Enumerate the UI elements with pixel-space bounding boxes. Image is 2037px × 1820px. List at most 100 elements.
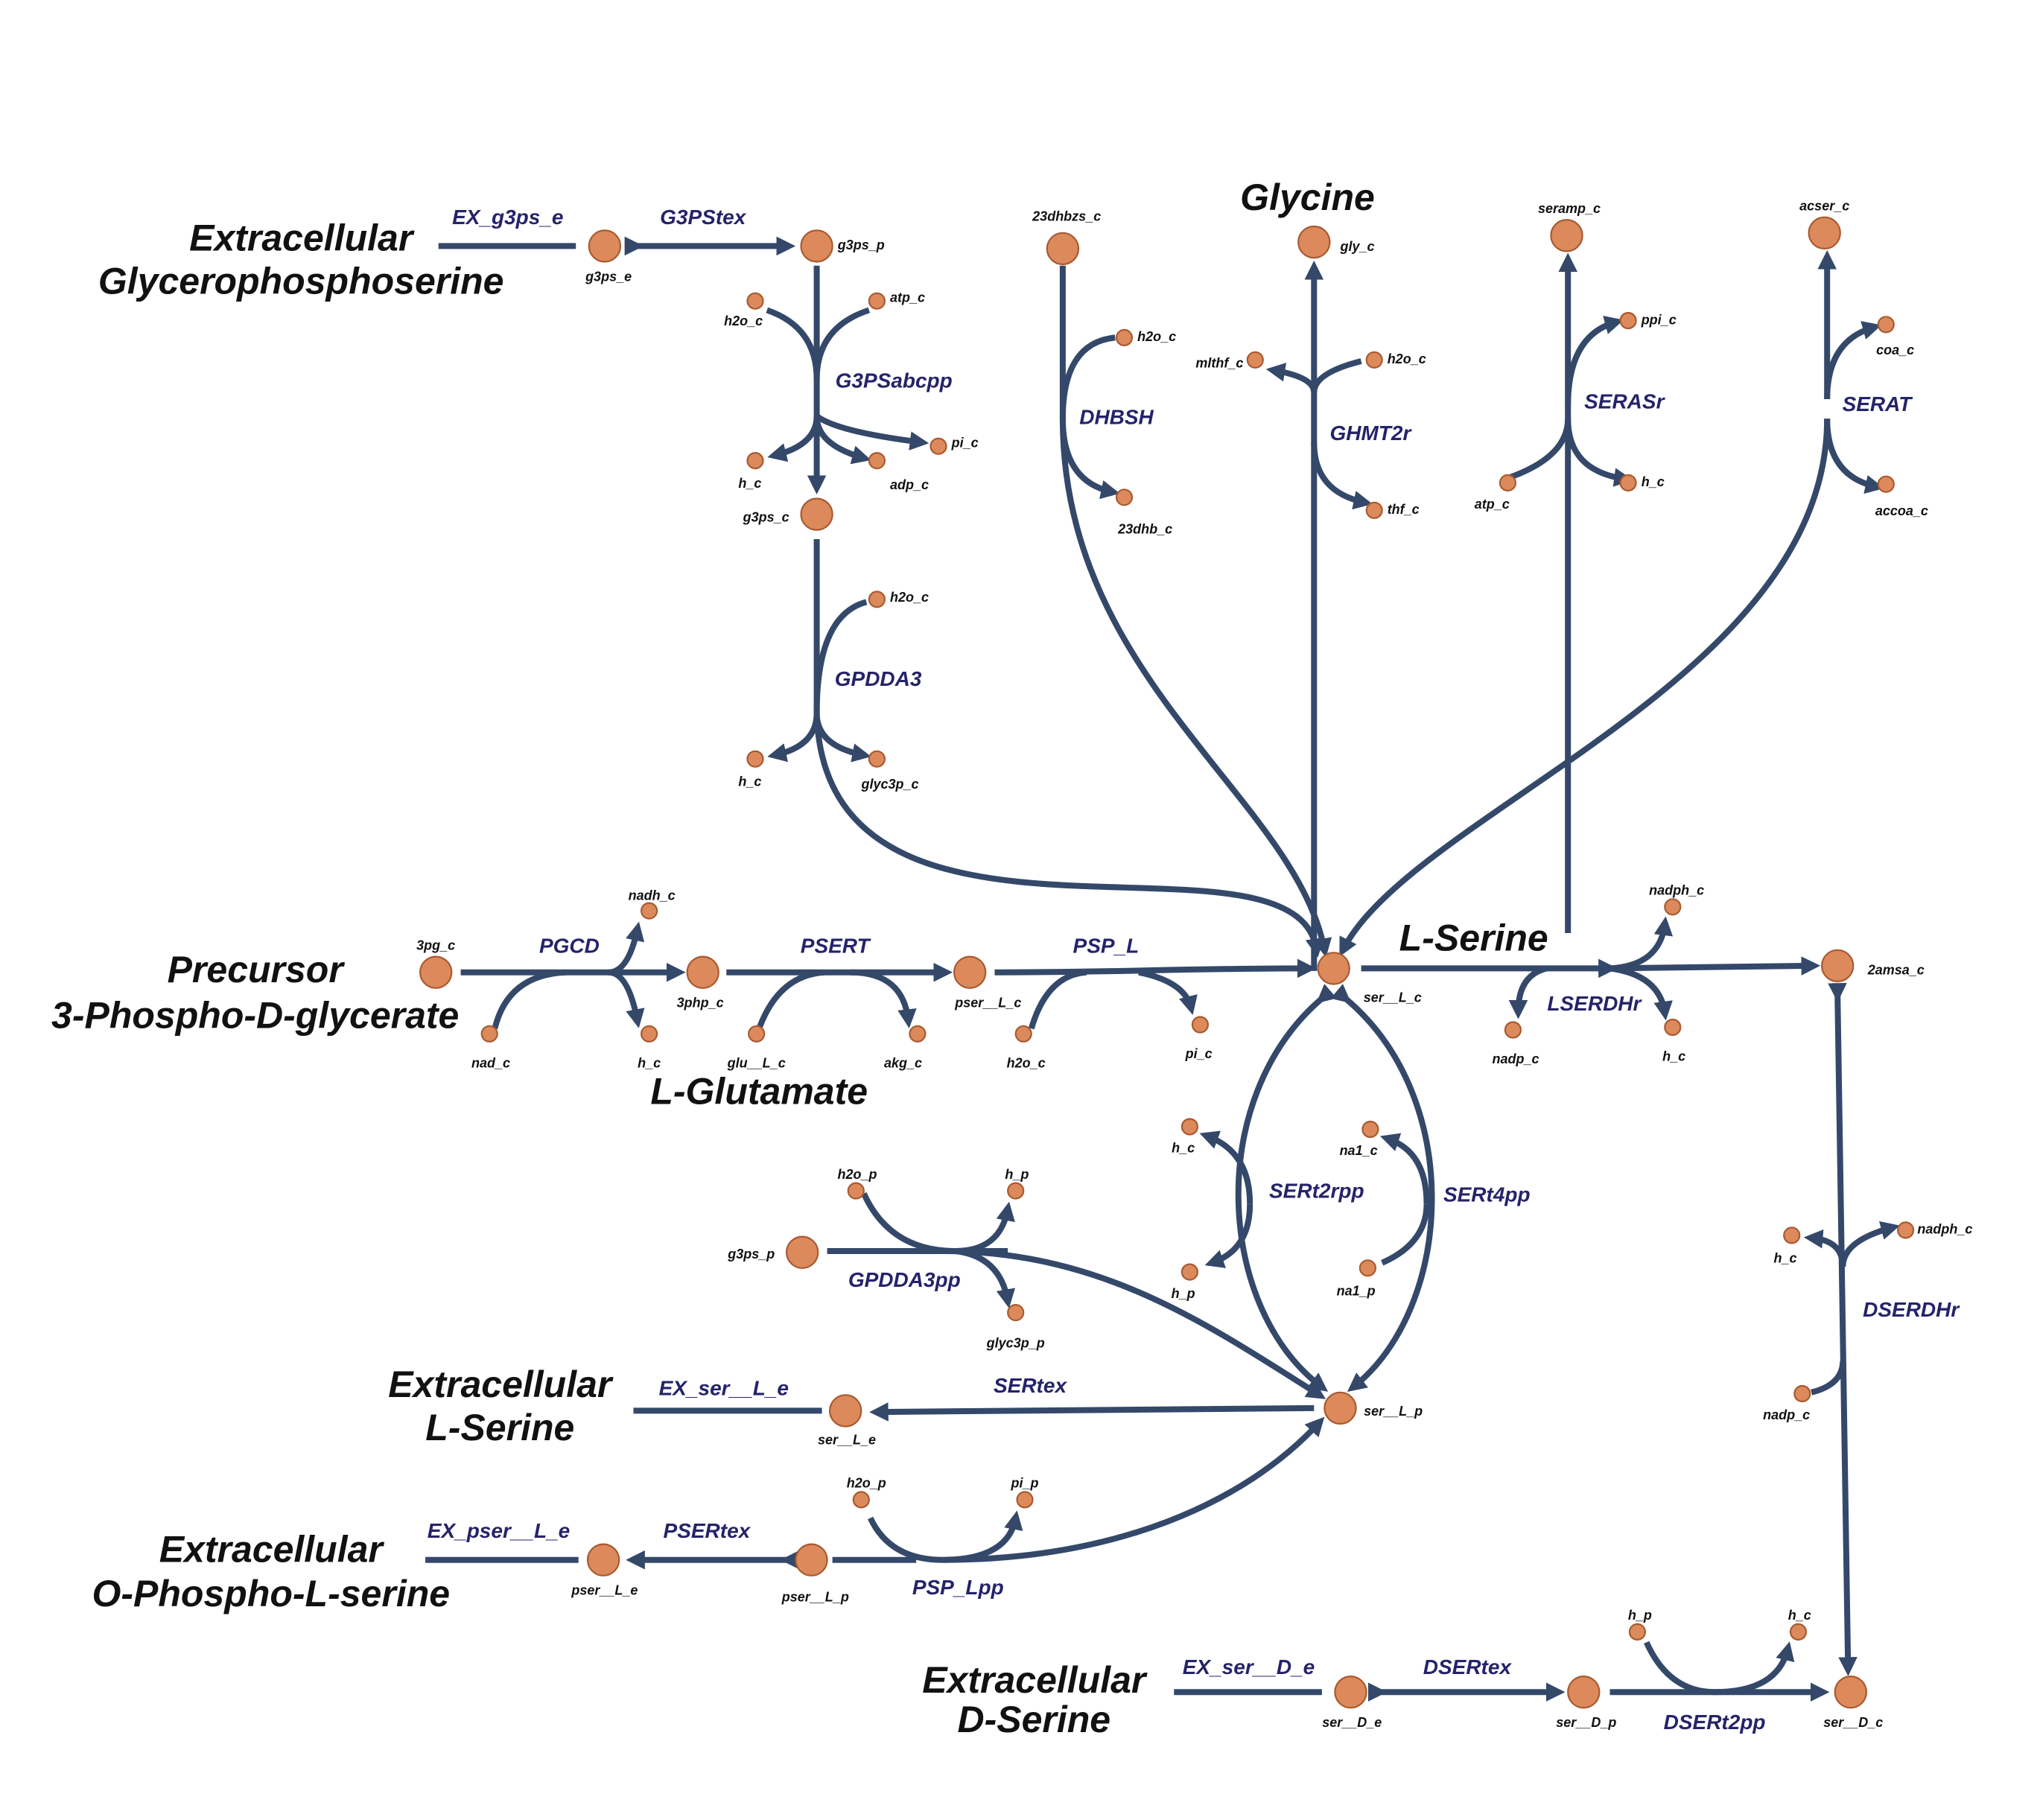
metabolite-node-seramp-c[interactable] (1550, 219, 1583, 252)
reaction-label-g3pstex[interactable]: G3PStex (660, 206, 747, 229)
metabolite-node-h-c-lserdh[interactable] (1664, 1018, 1682, 1037)
metabolite-node-ser-l-c[interactable] (1317, 952, 1350, 985)
metabolite-node-h-c-pgcd[interactable] (640, 1025, 658, 1043)
metabolite-label-3php-c: 3php_c (677, 996, 724, 1011)
metabolite-node-thf-c[interactable] (1365, 501, 1383, 519)
metabolite-label-g3ps-e: g3ps_e (585, 269, 632, 284)
reaction-edge-7 (813, 416, 871, 465)
metabolite-node-h2o-c-dhbsh[interactable] (1115, 328, 1134, 346)
metabolite-label-ser-l-e: ser__L_e (818, 1433, 876, 1448)
metabolite-node-h-c-g3psabc[interactable] (746, 451, 764, 470)
metabolite-node-h-c-dsert2[interactable] (1789, 1623, 1808, 1641)
metabolite-node-h2o-c-g3psabc[interactable] (746, 292, 764, 310)
metabolite-node-nadph-c-dserdh[interactable] (1897, 1221, 1915, 1239)
reaction-label-dserdhr[interactable]: DSERDHr (1863, 1298, 1960, 1321)
metabolite-node-23dhbzs-c[interactable] (1046, 232, 1080, 266)
metabolite-node-glyc3p-c[interactable] (868, 750, 886, 768)
metabolite-node-ser-l-p[interactable] (1323, 1391, 1357, 1425)
reaction-edge-23 (1565, 315, 1624, 406)
reaction-label-psp-l[interactable]: PSP_L (1073, 935, 1140, 958)
metabolite-node-2amsa-c[interactable] (1820, 949, 1855, 983)
metabolite-node-glyc3p-p[interactable] (1007, 1303, 1025, 1322)
reaction-label-ex-ser-l-e[interactable]: EX_ser__L_e (659, 1377, 789, 1400)
metabolite-node-h-c-seras[interactable] (1619, 474, 1637, 492)
reaction-label-ex-pser-l-e[interactable]: EX_pser__L_e (428, 1519, 570, 1542)
reaction-label-lserdhr[interactable]: LSERDHr (1547, 992, 1642, 1015)
metabolite-label-h-c-seras: h_c (1642, 474, 1665, 489)
metabolite-node-h-c-dserdh[interactable] (1783, 1226, 1801, 1244)
metabolite-node-nadph-c-lserdh[interactable] (1664, 898, 1682, 916)
reaction-label-gpdda3[interactable]: GPDDA3 (835, 667, 922, 690)
metabolite-nodes (419, 216, 1915, 1709)
metabolite-node-3php-c[interactable] (686, 955, 719, 989)
metabolite-node-na1-c[interactable] (1361, 1120, 1379, 1139)
reaction-label-psertex[interactable]: PSERtex (664, 1519, 751, 1542)
metabolite-node-ser-l-e[interactable] (828, 1394, 862, 1428)
metabolite-node-pi-c-psp[interactable] (1191, 1016, 1210, 1034)
metabolite-label-23dhb-c: 23dhb_c (1117, 521, 1172, 536)
reaction-label-sert4pp[interactable]: SERt4pp (1443, 1183, 1531, 1206)
metabolite-node-nad-c[interactable] (480, 1025, 498, 1043)
metabolite-node-gly-c[interactable] (1297, 225, 1331, 259)
metabolite-node-h2o-c-psp[interactable] (1014, 1025, 1032, 1043)
metabolite-node-ser-d-p[interactable] (1567, 1675, 1601, 1709)
metabolite-node-h-p-dsert2[interactable] (1628, 1623, 1646, 1641)
reaction-label-dhbsh[interactable]: DHBSH (1079, 406, 1154, 429)
reaction-label-serat[interactable]: SERAT (1843, 392, 1914, 416)
metabolite-node-pser-l-e[interactable] (586, 1543, 620, 1576)
metabolite-node-h-c-sert2[interactable] (1180, 1118, 1199, 1136)
metabolite-node-nadp-c-dserdh[interactable] (1793, 1384, 1811, 1403)
metabolite-node-nadp-c-lserdh[interactable] (1504, 1021, 1522, 1039)
reaction-label-pgcd[interactable]: PGCD (539, 935, 600, 958)
reaction-label-ex-ser-d-e[interactable]: EX_ser__D_e (1183, 1655, 1315, 1679)
metabolite-node-pser-l-p[interactable] (795, 1543, 828, 1576)
metabolite-node-glu-l-c[interactable] (748, 1025, 766, 1043)
metabolite-node-atp-c-seras[interactable] (1499, 474, 1517, 492)
reaction-label-serasr[interactable]: SERASr (1584, 390, 1665, 413)
metabolite-node-h2o-p-gpdda3pp[interactable] (847, 1182, 865, 1200)
reaction-label-sertex[interactable]: SERtex (994, 1374, 1067, 1397)
reaction-label-sert2rpp[interactable]: SERt2rpp (1269, 1179, 1364, 1202)
metabolite-node-pser-l-c[interactable] (953, 955, 987, 989)
metabolite-node-mlthf-c[interactable] (1246, 351, 1264, 369)
metabolite-node-h-c-gpdda3[interactable] (746, 750, 764, 768)
metabolite-node-pi-c-g3psabc[interactable] (929, 437, 947, 455)
reaction-label-dsert2pp[interactable]: DSERt2pp (1664, 1711, 1766, 1734)
metabolite-label-glyc3p-c: glyc3p_c (860, 777, 918, 792)
reaction-label-dsertex[interactable]: DSERtex (1423, 1655, 1513, 1679)
metabolite-node-g3ps-e[interactable] (588, 229, 622, 263)
metabolite-node-atp-c-g3psabc[interactable] (868, 292, 886, 310)
metabolite-node-ser-d-c[interactable] (1834, 1675, 1867, 1709)
metabolite-node-g3ps-c[interactable] (800, 497, 833, 531)
metabolite-label-nadph-c-lserdh: nadph_c (1649, 882, 1704, 897)
metabolite-node-g3ps-p[interactable] (800, 229, 833, 263)
metabolite-node-23dhb-c[interactable] (1115, 489, 1134, 506)
metabolite-node-adp-c[interactable] (868, 451, 886, 470)
metabolite-node-nadh-c[interactable] (640, 902, 658, 920)
metabolite-node-g3ps-p-2[interactable] (785, 1235, 819, 1269)
metabolite-node-h-p-sert2[interactable] (1180, 1263, 1199, 1281)
reaction-edge-49 (1379, 1133, 1430, 1204)
reaction-label-psert[interactable]: PSERT (801, 935, 872, 958)
metabolite-node-akg-c[interactable] (909, 1025, 927, 1043)
metabolite-label-23dhbzs-c: 23dhbzs_c (1032, 209, 1101, 223)
reaction-label-ex-g3ps-e[interactable]: EX_g3ps_e (452, 206, 563, 229)
reaction-label-ghmt2r[interactable]: GHMT2r (1329, 421, 1412, 445)
metabolite-node-ppi-c[interactable] (1619, 311, 1637, 330)
metabolite-node-pi-p[interactable] (1016, 1491, 1034, 1509)
reaction-label-gpdda3pp[interactable]: GPDDA3pp (848, 1268, 961, 1291)
metabolite-node-acser-c[interactable] (1808, 216, 1841, 249)
metabolite-node-h2o-p-psplpp[interactable] (852, 1491, 870, 1509)
metabolite-node-na1-p[interactable] (1358, 1259, 1377, 1277)
reaction-label-psp-lpp[interactable]: PSP_Lpp (912, 1576, 1004, 1599)
metabolite-node-accoa-c[interactable] (1877, 475, 1895, 493)
metabolite-node-h2o-c-gpdda3[interactable] (868, 591, 886, 608)
metabolite-node-h2o-c-ghmt[interactable] (1365, 351, 1383, 369)
metabolite-node-ser-d-e[interactable] (1334, 1675, 1367, 1709)
metabolite-node-coa-c[interactable] (1877, 316, 1895, 334)
metabolite-node-3pg-c[interactable] (419, 955, 453, 989)
reaction-label-g3psabcpp[interactable]: G3PSabcpp (836, 369, 953, 392)
metabolite-label-seramp-c: seramp_c (1538, 201, 1601, 216)
reaction-edge-6 (767, 416, 820, 462)
metabolite-node-h-p-gpdda3pp[interactable] (1007, 1182, 1025, 1200)
